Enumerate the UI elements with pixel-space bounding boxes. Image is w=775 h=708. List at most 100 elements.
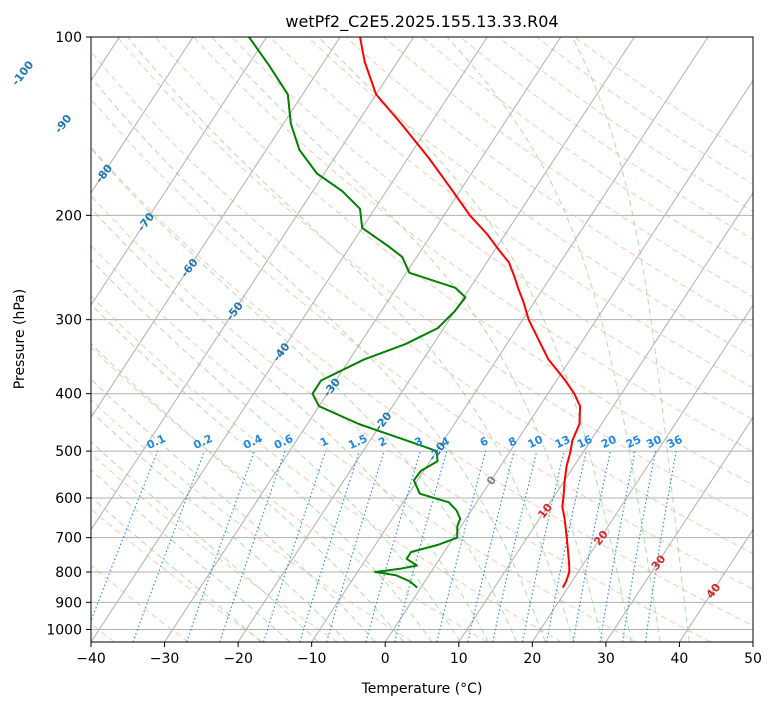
dry-adiabat xyxy=(91,195,711,642)
dry-adiabat xyxy=(116,37,753,520)
mixing-ratio-label: 8 xyxy=(506,434,518,449)
mixing-ratio-line xyxy=(186,450,255,642)
mixing-ratio-label: 16 xyxy=(575,433,595,451)
y-tick-label: 200 xyxy=(55,208,82,224)
mixing-ratio-label: 10 xyxy=(526,433,546,451)
chart-title: wetPf2_C2E5.2025.155.13.33.R04 xyxy=(285,12,558,32)
mixing-ratio-label: 0.2 xyxy=(191,432,214,452)
dry-adiabat xyxy=(154,37,753,486)
y-axis-label: Pressure (hPa) xyxy=(12,289,28,389)
dry-adiabat xyxy=(91,146,753,627)
background-lines xyxy=(91,37,753,642)
moist-adiabat xyxy=(91,343,404,642)
isotherm-line xyxy=(679,528,753,642)
mixing-ratio-label: 30 xyxy=(644,433,664,451)
y-tick-label: 100 xyxy=(55,30,82,46)
mixing-ratio-label: 0.6 xyxy=(272,432,295,452)
isotherm-label: 10 xyxy=(535,501,555,521)
isotherm-line xyxy=(384,79,753,642)
mixing-ratio-line xyxy=(299,450,360,642)
x-tick-label: −40 xyxy=(76,651,106,667)
profile-lines xyxy=(248,37,582,589)
isotherm-line xyxy=(91,37,268,307)
mixing-ratio-label: 0.4 xyxy=(241,432,264,452)
moist-adiabat xyxy=(211,37,603,642)
isotherm-line xyxy=(311,37,709,642)
x-tick-label: 40 xyxy=(671,651,689,667)
y-tick-label: 900 xyxy=(55,595,82,611)
y-tick-label: 300 xyxy=(55,313,82,329)
plot-frame xyxy=(90,36,754,643)
x-tick-label: 30 xyxy=(597,651,615,667)
mixing-ratio-label: 0.1 xyxy=(145,432,168,452)
mixing-ratio-line xyxy=(546,450,587,642)
y-tick-label: 500 xyxy=(55,444,82,460)
moist-adiabat xyxy=(91,259,461,642)
x-tick-label: 50 xyxy=(744,651,762,667)
moist-adiabat xyxy=(91,469,291,642)
dry-adiabat xyxy=(231,37,753,420)
dry-adiabat xyxy=(91,244,637,642)
mixing-ratio-line xyxy=(492,450,538,642)
mixing-ratio-label: 2 xyxy=(376,434,388,449)
isotherm-label: -100 xyxy=(9,58,36,88)
mixing-ratio-line xyxy=(644,451,677,642)
dry-adiabat xyxy=(91,508,264,642)
isotherm-label: -40 xyxy=(270,340,293,364)
moist-adiabat xyxy=(91,496,262,642)
isotherm-line xyxy=(531,304,753,642)
moist-adiabat xyxy=(571,37,690,642)
isotherm-line xyxy=(164,37,562,642)
isotherm-label: 0 xyxy=(484,473,499,487)
moist-adiabat xyxy=(318,37,632,642)
moist-adiabat xyxy=(91,303,433,642)
isotherm-line xyxy=(91,37,488,642)
mixing-ratio-label: 1 xyxy=(318,434,330,449)
mixing-ratio-line xyxy=(326,450,385,642)
dry-adiabat xyxy=(269,37,753,389)
mixing-ratio-line xyxy=(132,450,205,642)
mixing-ratio-line xyxy=(91,450,159,623)
moist-adiabat xyxy=(91,76,546,642)
y-tick-label: 1000 xyxy=(46,622,82,638)
x-axis-label: Temperature (°C) xyxy=(361,681,483,697)
isotherm-line xyxy=(237,37,635,642)
moist-adiabat xyxy=(127,37,575,642)
moist-adiabat xyxy=(91,147,518,642)
mixing-ratio-label: 36 xyxy=(665,433,685,451)
mixing-ratio-line xyxy=(219,450,286,642)
x-tick-label: 20 xyxy=(523,651,541,667)
x-tick-label: 0 xyxy=(381,651,390,667)
mixing-ratio-label: 25 xyxy=(624,433,643,451)
dewpoint-profile xyxy=(248,37,467,589)
mixing-ratio-label: 20 xyxy=(599,433,619,451)
isotherm-line xyxy=(91,37,341,419)
dry-adiabat xyxy=(91,295,562,642)
y-tick-label: 400 xyxy=(55,387,82,403)
mixing-ratio-line xyxy=(262,450,327,642)
moist-adiabat xyxy=(91,441,319,642)
mixing-ratio-label: 6 xyxy=(478,434,491,449)
dry-adiabat xyxy=(383,37,753,298)
isotherm-label: -80 xyxy=(93,162,116,186)
isotherm-line xyxy=(91,37,194,194)
y-tick-label: 800 xyxy=(55,565,82,581)
isotherm-label: 30 xyxy=(649,552,669,572)
isotherm-label: 40 xyxy=(704,581,724,601)
mixing-ratio-label: 13 xyxy=(553,433,572,451)
dry-adiabat xyxy=(574,37,753,158)
x-tick-label: 10 xyxy=(450,651,468,667)
temperature-profile xyxy=(359,37,582,589)
dry-adiabat xyxy=(193,37,753,453)
mixing-ratio-line xyxy=(365,450,421,642)
y-tick-label: 700 xyxy=(55,531,82,547)
mixing-ratio-line xyxy=(467,450,515,642)
isotherm-line xyxy=(752,641,753,642)
isotherm-line xyxy=(458,191,753,642)
dry-adiabat xyxy=(91,346,488,642)
dry-adiabat xyxy=(91,453,338,642)
x-tick-label: −30 xyxy=(150,651,180,667)
isotherm-line xyxy=(605,416,753,642)
moist-adiabat xyxy=(446,37,661,642)
